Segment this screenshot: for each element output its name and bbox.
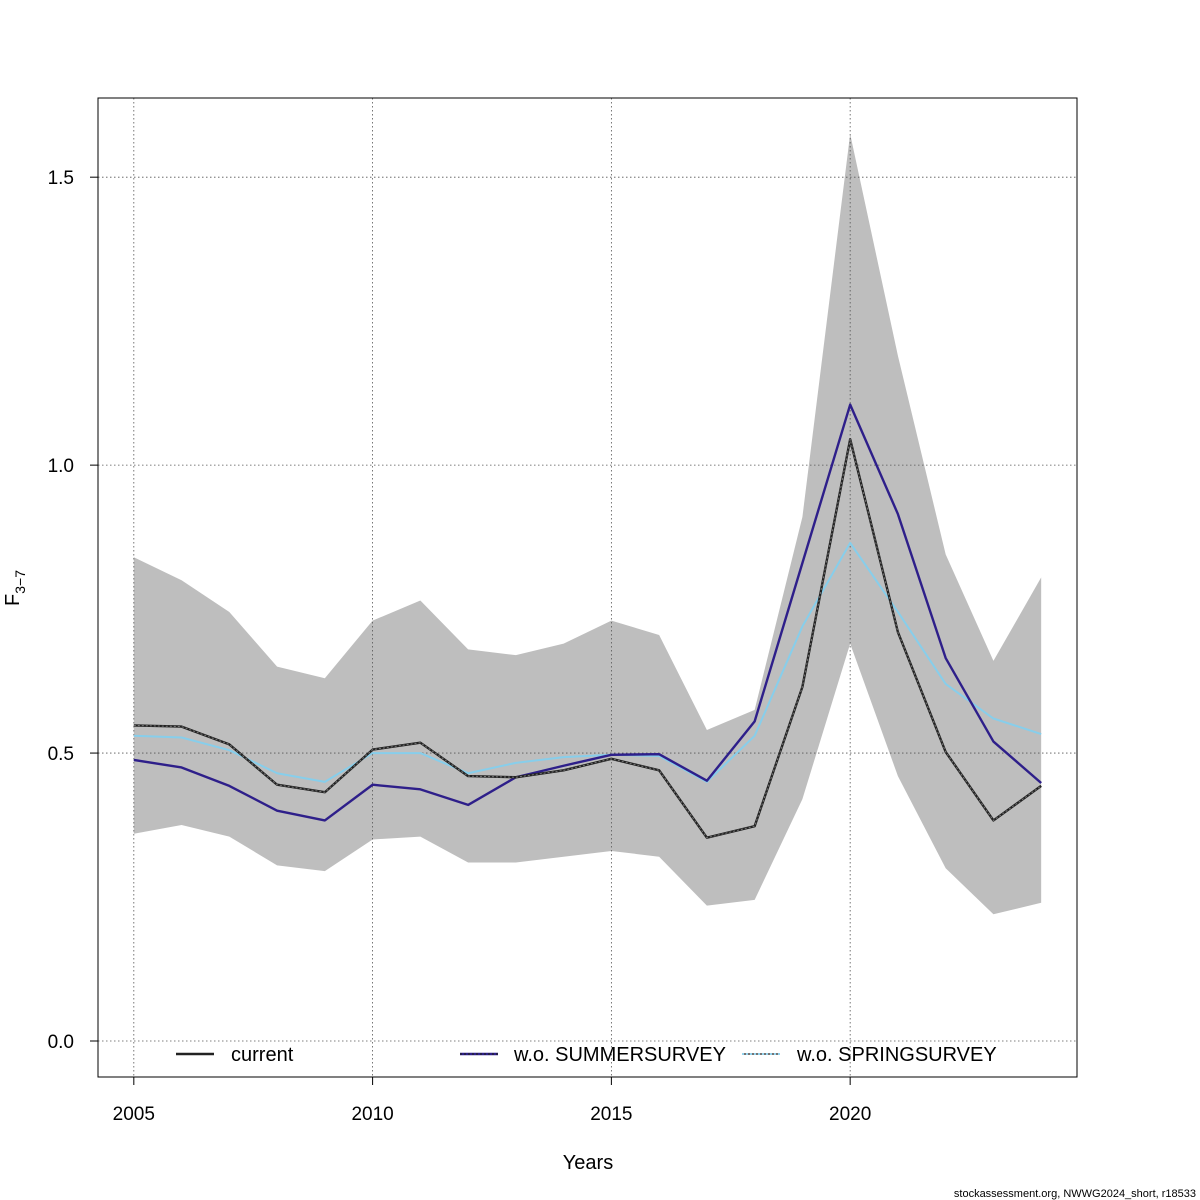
legend-label-current: current bbox=[231, 1044, 294, 1066]
footer-credit: stockassessment.org, NWWG2024_short, r18… bbox=[954, 1188, 1196, 1200]
confidence-band-layer bbox=[133, 133, 1042, 915]
legend-label-summersurvey: w.o. SUMMERSURVEY bbox=[513, 1044, 726, 1066]
x-tick-label-2010: 2010 bbox=[351, 1104, 393, 1125]
x-tick-label-2005: 2005 bbox=[113, 1104, 155, 1125]
x-tick-label-2015: 2015 bbox=[590, 1104, 632, 1125]
y-tick-label-0.0: 0.0 bbox=[48, 1032, 74, 1053]
series-line-w-o-summersurvey bbox=[133, 403, 1042, 822]
y-axis-title-text: F3−7 bbox=[2, 570, 28, 606]
y-tick-label-1.5: 1.5 bbox=[48, 168, 74, 189]
y-tick-label-1.0: 1.0 bbox=[48, 456, 74, 477]
y-tick-label-0.5: 0.5 bbox=[48, 744, 74, 765]
x-axis-title: Years bbox=[563, 1152, 613, 1174]
series-line-current-overlay bbox=[133, 438, 1042, 839]
legend: current w.o. SUMMERSURVEY w.o. SPRINGSUR… bbox=[176, 1044, 997, 1066]
grid-layer bbox=[98, 98, 1077, 1077]
y-axis-title-main: F bbox=[2, 594, 24, 606]
confidence-band bbox=[133, 133, 1042, 915]
y-axis-title: F3−7 bbox=[2, 570, 28, 606]
y-axis-title-sub: 3−7 bbox=[12, 570, 28, 594]
axis-layer: 2005 2010 2015 2020 0.0 0.5 1.0 1.5 bbox=[48, 168, 872, 1125]
x-tick-label-2020: 2020 bbox=[829, 1104, 871, 1125]
legend-label-springsurvey: w.o. SPRINGSURVEY bbox=[796, 1044, 997, 1066]
plot-frame bbox=[97, 97, 1078, 1078]
series-layer bbox=[133, 403, 1042, 839]
